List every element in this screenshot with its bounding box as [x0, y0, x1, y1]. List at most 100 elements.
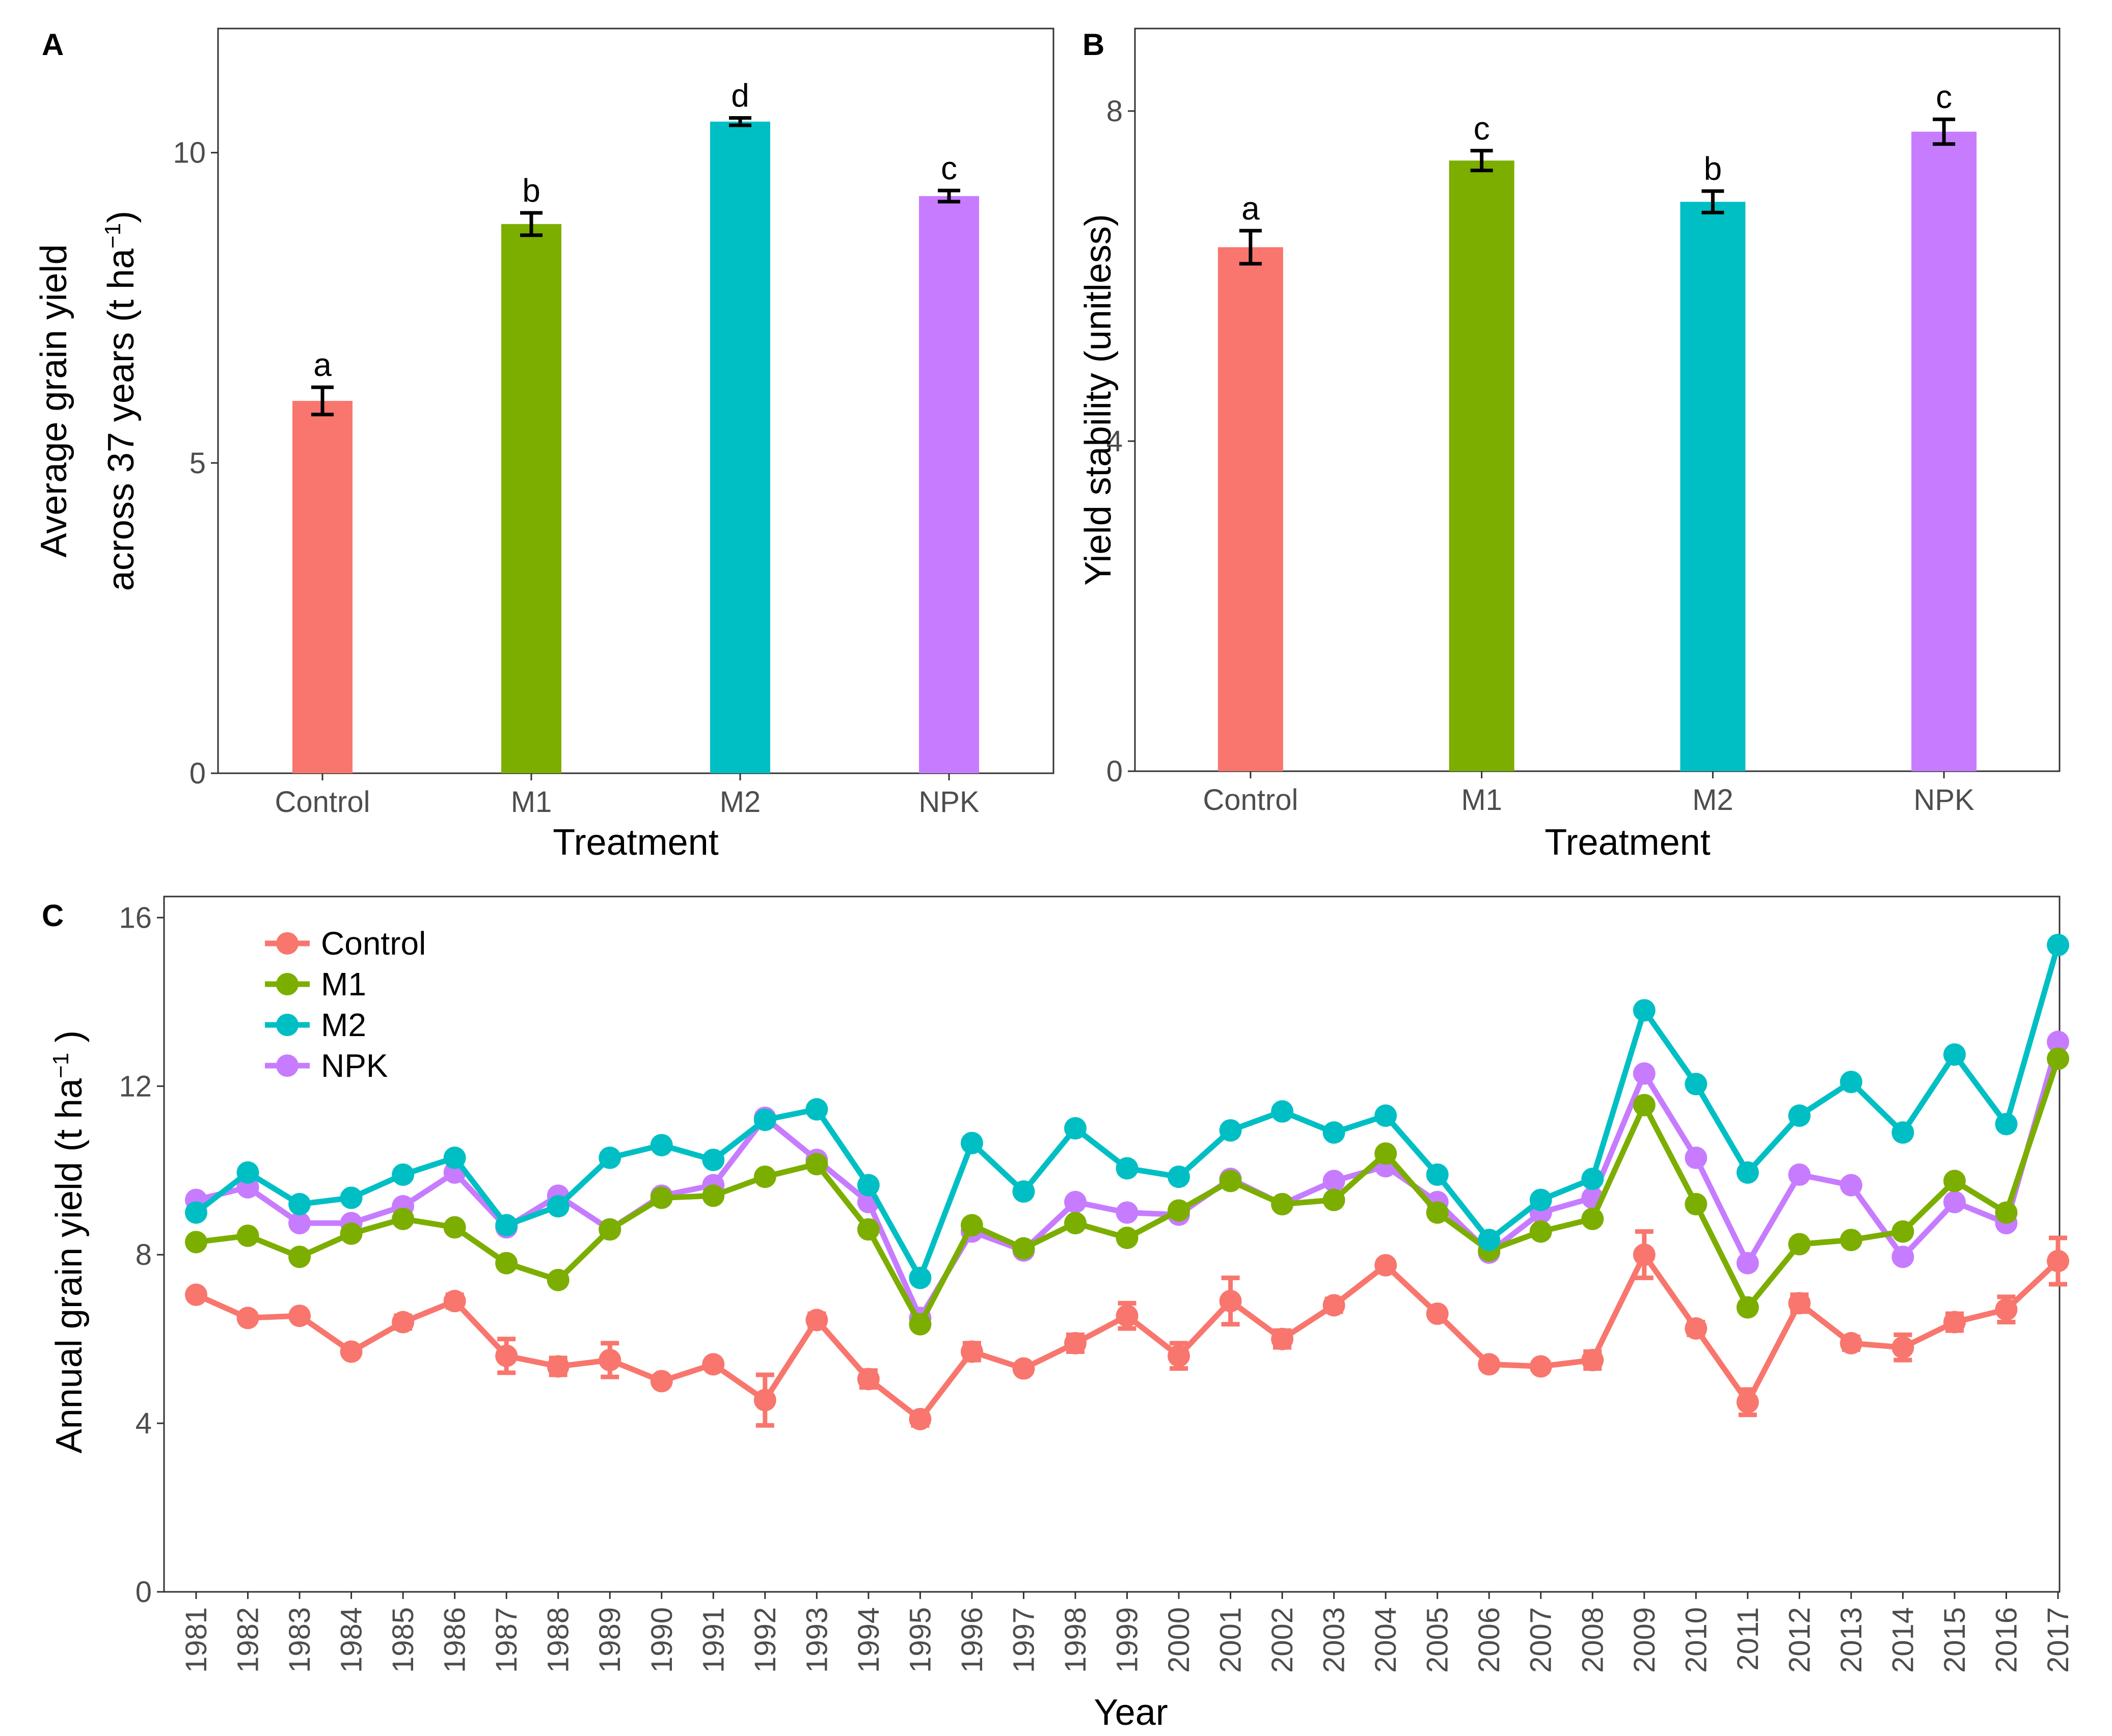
point-m2-2016: [1995, 1113, 2018, 1135]
panel-c-y-title: Annual grain yield (t ha−1 ): [48, 1030, 90, 1454]
panel-b-x-ticks: Control M1 M2 NPK: [1203, 771, 1974, 817]
panel-a-y-title-sup: −1: [100, 223, 125, 249]
point-m2-1999: [1116, 1157, 1139, 1180]
legend-key-point-m1: [276, 973, 299, 995]
panel-a-y-title-close: ): [101, 211, 142, 223]
x-tick-label: 2010: [1680, 1607, 1713, 1673]
point-control-2010: [1685, 1317, 1708, 1340]
x-tick-label: 2005: [1421, 1607, 1454, 1673]
point-control-2001: [1219, 1290, 1242, 1313]
panel-b-y-title: Yield stability (unitless): [1078, 214, 1119, 586]
point-m2-2007: [1529, 1188, 1552, 1211]
x-tick-label: 1982: [232, 1607, 265, 1673]
x-tick-label: 2013: [1835, 1607, 1868, 1673]
point-m2-1982: [236, 1161, 259, 1184]
x-tick-label: 1985: [387, 1607, 420, 1673]
point-m1-1999: [1116, 1227, 1139, 1250]
point-control-1998: [1064, 1332, 1087, 1354]
x-tick-label: Control: [1203, 783, 1298, 817]
point-control-1989: [599, 1349, 621, 1371]
x-tick-label: 1997: [1007, 1607, 1040, 1673]
point-npk-2003: [1322, 1170, 1345, 1192]
point-m1-2015: [1943, 1170, 1966, 1192]
x-tick-label: 1992: [749, 1607, 782, 1673]
point-control-1984: [340, 1340, 363, 1363]
point-m2-1984: [340, 1186, 363, 1209]
point-control-2016: [1995, 1298, 2018, 1321]
point-control-1999: [1116, 1305, 1139, 1327]
point-control-1995: [909, 1407, 932, 1430]
point-control-2002: [1271, 1327, 1294, 1350]
point-control-2014: [1891, 1336, 1914, 1359]
x-tick-label: 2011: [1731, 1607, 1765, 1671]
legend-label-control: Control: [321, 925, 426, 962]
y-tick-label: 5: [189, 447, 206, 480]
point-m2-2003: [1322, 1121, 1345, 1144]
point-m2-2009: [1633, 999, 1656, 1022]
series-m2: [185, 934, 2069, 1289]
significance-letter-m2: b: [1704, 150, 1722, 187]
point-control-1997: [1012, 1357, 1035, 1380]
point-m1-1994: [857, 1218, 880, 1241]
legend-label-npk: NPK: [321, 1047, 388, 1084]
point-control-2015: [1943, 1311, 1966, 1334]
legend-label-m1: M1: [321, 966, 366, 1002]
point-control-2012: [1788, 1292, 1811, 1315]
legend-key-point-control: [276, 932, 299, 955]
point-npk-2014: [1891, 1245, 1914, 1268]
point-m2-2008: [1581, 1168, 1604, 1190]
x-tick-label: 1984: [335, 1607, 368, 1673]
panel-a-frame: [217, 28, 1054, 774]
x-tick-label: 2007: [1525, 1607, 1558, 1673]
point-control-1983: [288, 1305, 311, 1327]
point-m1-2011: [1736, 1296, 1759, 1319]
point-control-2003: [1322, 1294, 1345, 1317]
point-control-1993: [805, 1309, 828, 1332]
significance-letter-m2: d: [731, 77, 749, 114]
point-m1-2003: [1322, 1188, 1345, 1211]
x-tick-label: 1991: [697, 1607, 730, 1673]
series-m1: [185, 1047, 2069, 1336]
point-m1-2000: [1168, 1199, 1190, 1222]
panel-c-marks: [185, 934, 2069, 1430]
point-control-2000: [1168, 1344, 1190, 1367]
panel-a-x-ticks: Control M1 M2 NPK: [275, 773, 980, 819]
panel-c-y-title-main: Annual grain yield (t ha: [49, 1078, 90, 1453]
panel-c-y-title-sup: −1: [48, 1053, 73, 1078]
legend-key-point-m2: [276, 1014, 299, 1036]
point-m1-2014: [1891, 1220, 1914, 1243]
x-tick-label: M2: [720, 785, 761, 819]
x-tick-label: 2017: [2042, 1607, 2075, 1673]
point-m2-1988: [547, 1195, 570, 1218]
x-tick-label: 1998: [1059, 1607, 1092, 1673]
bar-m1: [501, 224, 561, 773]
point-m1-1993: [805, 1153, 828, 1176]
point-m1-2010: [1685, 1192, 1708, 1215]
point-m2-1987: [495, 1214, 518, 1237]
point-m2-2001: [1219, 1119, 1242, 1142]
point-npk-1983: [288, 1212, 311, 1235]
x-tick-label: 1986: [439, 1607, 472, 1673]
x-tick-label: 2012: [1783, 1607, 1816, 1673]
x-tick-label: 1994: [852, 1607, 885, 1673]
point-npk-1998: [1064, 1190, 1087, 1213]
panel-a-y-title-main: across 37 years (t ha: [101, 248, 142, 591]
point-npk-2013: [1839, 1174, 1862, 1197]
series-control: [185, 1229, 2069, 1430]
point-control-2017: [2047, 1250, 2069, 1272]
point-m2-1996: [960, 1131, 983, 1154]
x-tick-label: 2001: [1214, 1607, 1248, 1673]
point-m1-2013: [1839, 1229, 1862, 1252]
x-tick-label: 1996: [956, 1607, 989, 1673]
point-m2-2000: [1168, 1165, 1190, 1188]
bar-m2: [1680, 202, 1746, 772]
point-m1-2009: [1633, 1094, 1656, 1117]
point-m1-1995: [909, 1313, 932, 1336]
point-npk-2012: [1788, 1163, 1811, 1186]
point-m1-1989: [599, 1218, 621, 1241]
panel-a-y-ticks: 0 5 10: [173, 137, 218, 790]
point-m1-2005: [1426, 1201, 1449, 1224]
point-m1-2002: [1271, 1192, 1294, 1215]
point-m1-1991: [702, 1184, 725, 1207]
point-m1-2001: [1219, 1170, 1242, 1192]
